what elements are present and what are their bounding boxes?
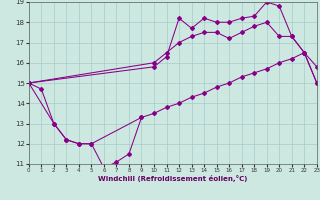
X-axis label: Windchill (Refroidissement éolien,°C): Windchill (Refroidissement éolien,°C) (98, 175, 247, 182)
